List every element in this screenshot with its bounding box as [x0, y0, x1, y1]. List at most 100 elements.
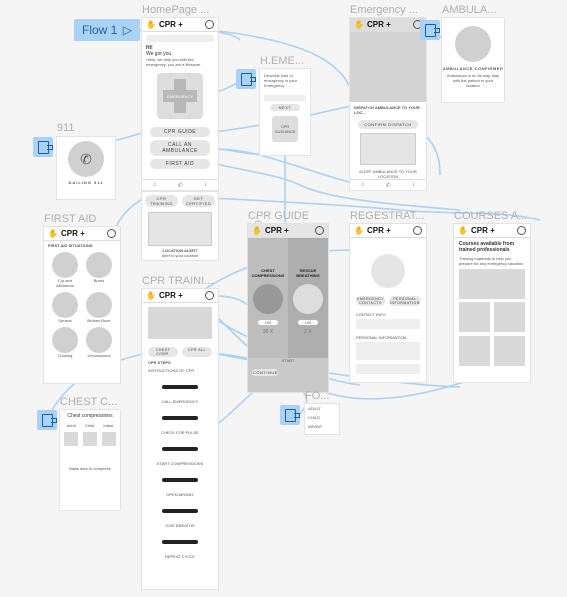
first-aid-item[interactable]: Cut and Abrasions [50, 252, 80, 288]
phone-icon[interactable]: ✆ [177, 182, 183, 189]
first-aid-item[interactable]: Burns [84, 252, 114, 288]
first-aid-item[interactable]: Choking [50, 327, 80, 358]
device-link-icon[interactable] [420, 20, 440, 40]
flow-start-button[interactable]: Flow 1 ▷ [74, 19, 140, 41]
hand-icon: ✋ [48, 229, 58, 238]
phone-call-icon[interactable]: ✆ [68, 141, 104, 177]
frame-title-cpr-training: CPR TRAINI... [142, 275, 214, 287]
avatar[interactable] [413, 226, 422, 235]
personal-info-field[interactable] [356, 342, 420, 360]
emergency-image [350, 32, 426, 102]
frame-title-homepage: HomePage ... [142, 4, 210, 16]
cpr-guide-screen[interactable]: ✋ CPR + CHEST COMPRESSIONS 100 30 X RESCU… [248, 224, 328, 392]
emergency-contacts-tab[interactable]: EMERGENCY CONTACTS [356, 296, 385, 306]
avatar[interactable] [315, 226, 324, 235]
course-card[interactable] [494, 336, 525, 366]
home-greeting: Hi! [146, 45, 153, 51]
home-icon[interactable]: ⌂ [152, 182, 157, 188]
cpr-step: CHECK FOR PULSE [142, 408, 218, 435]
cpr-guidance-label: CPR GUIDANCE [274, 124, 296, 134]
avatar[interactable] [107, 229, 116, 238]
device-link-icon[interactable] [33, 137, 53, 157]
homepage-lower: CPR TRAINING GET CERTIFIED LOCATION ALER… [142, 192, 218, 260]
cpr-steps-title: CPR STEPS [148, 360, 171, 365]
confirm-dispatch-button[interactable]: CONFIRM DISPATCH [358, 120, 418, 129]
start-button[interactable]: START [281, 358, 295, 363]
cpr-guidance-option[interactable]: CPR GUIDANCE [272, 116, 298, 142]
fo-item[interactable]: INFANT [308, 424, 323, 429]
bell-icon[interactable]: ♪ [412, 182, 416, 188]
device-link-icon[interactable] [236, 69, 256, 89]
search-input[interactable] [146, 35, 214, 42]
emergency-button[interactable]: EMERGENCY [157, 73, 203, 119]
h-emergency-title: Describe kind of emergency in your Emerg… [264, 73, 297, 88]
first-aid-item[interactable]: Sprains [50, 292, 80, 323]
get-certified-button[interactable]: GET CERTIFIED [182, 195, 215, 207]
first-aid-item[interactable]: Broken Bone [84, 292, 114, 323]
course-card[interactable] [459, 269, 525, 299]
call-ambulance-button[interactable]: CALL AN AMBULANCE [150, 140, 210, 156]
training-video[interactable] [148, 307, 212, 339]
cpr-training-screen[interactable]: ✋ CPR + CHEST COMP. CPR ALL CPR STEPS INS… [142, 289, 218, 589]
phone-icon[interactable]: ✆ [385, 182, 391, 189]
home-icon[interactable]: ⌂ [360, 182, 365, 188]
personal-info-label: PERSONAL INFORMATION [356, 335, 407, 340]
fo-item[interactable]: ADULT [308, 406, 321, 411]
first-aid-item[interactable]: Unconscious [84, 327, 114, 358]
cpr-training-button[interactable]: CPR TRAINING [145, 195, 178, 207]
contact-info-field[interactable] [356, 319, 420, 329]
hand-icon: ✋ [354, 226, 364, 235]
course-card[interactable] [459, 302, 490, 332]
play-icon: ▷ [122, 23, 132, 37]
device-link-icon[interactable] [280, 405, 300, 425]
tab-chest-comp[interactable]: CHEST COMP. [148, 347, 178, 357]
chest-compressions-screen[interactable]: Chest compressions Adult Child Infant Ma… [60, 410, 120, 510]
registration-screen[interactable]: ✋ CPR + EMERGENCY CONTACTS PERSONAL INFOR… [350, 224, 426, 382]
hand-icon: ✋ [458, 226, 468, 235]
personal-info-field-2[interactable] [356, 364, 420, 374]
course-card[interactable] [494, 302, 525, 332]
emergency-slider[interactable] [264, 95, 306, 101]
device-link-icon[interactable] [37, 410, 57, 430]
first-aid-button[interactable]: FIRST AID [150, 159, 210, 169]
course-card[interactable] [459, 336, 490, 366]
courses-desc: Training materials to help you prepare f… [459, 256, 524, 266]
avatar[interactable] [517, 226, 526, 235]
bottom-nav: ⌂ ✆ ♪ [142, 179, 218, 190]
fo-item[interactable]: CHILD [308, 415, 321, 420]
chest-compressions-panel[interactable]: CHEST COMPRESSIONS 100 30 X [248, 238, 288, 358]
chest-cat-child[interactable]: Child [84, 423, 95, 428]
location-alert-label: LOCATION ALERT [162, 248, 198, 253]
personal-info-tab[interactable]: PERSONAL INFORMATION [389, 296, 421, 306]
hand-icon: ✋ [252, 226, 262, 235]
cpr-step: GIVE BREATHS [142, 501, 218, 528]
avatar[interactable] [205, 20, 214, 29]
chest-cat-infant[interactable]: Infant [103, 423, 114, 428]
frame-title-h-emergency: H.EME... [260, 55, 305, 67]
dialing-911-screen[interactable]: ✆ DAILING 911 [57, 137, 115, 199]
h-emergency-screen[interactable]: Describe kind of emergency in your Emerg… [260, 69, 310, 155]
next-button[interactable]: NEXT [270, 104, 300, 111]
location-map[interactable] [148, 212, 212, 246]
tab-cpr-all[interactable]: CPR ALL [182, 347, 212, 357]
first-aid-title: FIRST AID SITUATIONS [48, 243, 93, 248]
hand-icon: ✋ [354, 20, 364, 29]
dispatch-map[interactable] [360, 133, 416, 165]
cpr-guide-button[interactable]: CPR GUIDE [150, 127, 210, 137]
frame-title-911: 911 [57, 122, 75, 134]
rescue-breathing-panel[interactable]: RESCUE BREATHING 100 2 X [288, 238, 328, 358]
homepage-screen[interactable]: ✋ CPR + Hi! We got you Hello, we help you… [142, 18, 218, 190]
continue-button[interactable]: CONTINUE [252, 369, 278, 376]
chest-cat-adult[interactable]: Adult [66, 423, 76, 428]
chest-title: Chest compressions [67, 413, 113, 419]
courses-screen[interactable]: ✋ CPR + Courses available from trained pr… [454, 224, 530, 382]
emergency-screen[interactable]: ✋ CPR + DISPATCH AMBULANCE TO YOUR LOC...… [350, 18, 426, 190]
profile-photo[interactable] [371, 254, 405, 288]
first-aid-screen[interactable]: ✋ CPR + FIRST AID SITUATIONS Cut and Abra… [44, 227, 120, 383]
fo-menu[interactable]: ADULT CHILD INFANT [305, 404, 339, 434]
courses-title: Courses available from trained professio… [459, 241, 515, 253]
bell-icon[interactable]: ♪ [204, 182, 208, 188]
ambulance-title: AMBULANCE CONFIRMED [442, 66, 504, 71]
ambulance-screen[interactable]: AMBULANCE CONFIRMED Ambulance is on its … [442, 18, 504, 102]
avatar[interactable] [205, 291, 214, 300]
